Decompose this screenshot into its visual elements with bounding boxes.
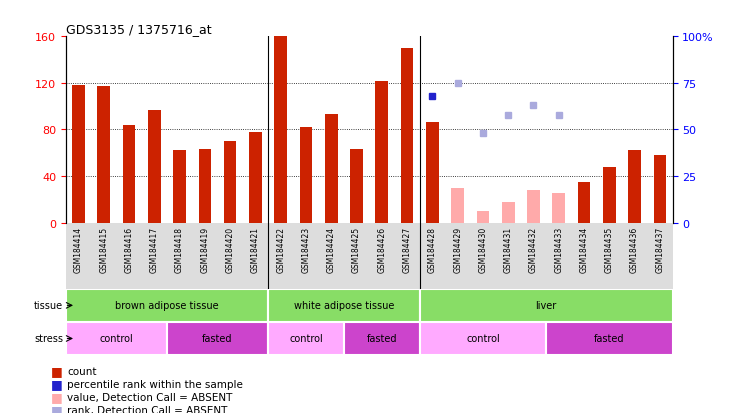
Text: fasted: fasted — [202, 334, 232, 344]
Bar — [224, 142, 236, 223]
Text: GSM184427: GSM184427 — [403, 226, 412, 272]
Bar — [274, 37, 287, 223]
Text: GSM184419: GSM184419 — [200, 226, 209, 272]
Text: GSM184426: GSM184426 — [377, 226, 386, 272]
Bar — [344, 322, 420, 355]
Bar — [173, 151, 186, 223]
Text: GSM184436: GSM184436 — [630, 226, 639, 273]
Bar — [603, 167, 616, 223]
Bar — [325, 115, 338, 223]
Bar — [420, 322, 546, 355]
Bar — [401, 49, 414, 223]
Text: GSM184434: GSM184434 — [580, 226, 588, 273]
Text: GDS3135 / 1375716_at: GDS3135 / 1375716_at — [66, 23, 211, 36]
Text: GSM184430: GSM184430 — [478, 226, 488, 273]
Bar — [553, 194, 565, 223]
Text: GSM184435: GSM184435 — [605, 226, 614, 273]
Text: control: control — [466, 334, 500, 344]
Text: GSM184420: GSM184420 — [226, 226, 235, 272]
Bar — [148, 110, 161, 223]
Bar — [654, 156, 666, 223]
Bar — [420, 289, 673, 322]
Bar — [268, 322, 344, 355]
Text: percentile rank within the sample: percentile rank within the sample — [67, 379, 243, 389]
Text: ■: ■ — [51, 403, 63, 413]
Text: ■: ■ — [51, 377, 63, 391]
Text: GSM184425: GSM184425 — [352, 226, 361, 272]
Bar — [451, 188, 464, 223]
Text: liver: liver — [536, 301, 557, 311]
Bar — [350, 150, 363, 223]
Bar — [426, 123, 439, 223]
Bar — [66, 289, 268, 322]
Text: GSM184422: GSM184422 — [276, 226, 285, 272]
Bar — [268, 289, 420, 322]
Text: GSM184416: GSM184416 — [124, 226, 134, 272]
Text: brown adipose tissue: brown adipose tissue — [115, 301, 219, 311]
Bar — [300, 128, 312, 223]
Bar — [66, 322, 167, 355]
Bar — [502, 202, 515, 223]
Text: stress: stress — [34, 334, 64, 344]
Bar — [376, 81, 388, 223]
Text: count: count — [67, 366, 96, 376]
Bar — [167, 322, 268, 355]
Text: GSM184433: GSM184433 — [554, 226, 564, 273]
Text: GSM184421: GSM184421 — [251, 226, 260, 272]
Bar — [249, 133, 262, 223]
Bar — [477, 211, 489, 223]
Bar — [72, 86, 85, 223]
Bar — [546, 322, 673, 355]
Bar — [577, 183, 591, 223]
Text: GSM184437: GSM184437 — [656, 226, 664, 273]
Text: rank, Detection Call = ABSENT: rank, Detection Call = ABSENT — [67, 405, 227, 413]
Bar — [527, 190, 539, 223]
Text: GSM184418: GSM184418 — [175, 226, 184, 272]
Text: GSM184431: GSM184431 — [504, 226, 512, 272]
Text: GSM184429: GSM184429 — [453, 226, 462, 272]
Bar — [199, 150, 211, 223]
Text: ■: ■ — [51, 365, 63, 377]
Text: GSM184417: GSM184417 — [150, 226, 159, 272]
Text: control: control — [99, 334, 133, 344]
Text: GSM184414: GSM184414 — [74, 226, 83, 272]
Text: fasted: fasted — [366, 334, 397, 344]
Text: GSM184428: GSM184428 — [428, 226, 437, 272]
Text: GSM184423: GSM184423 — [301, 226, 311, 272]
Text: GSM184415: GSM184415 — [99, 226, 108, 272]
Bar — [97, 87, 110, 223]
Text: tissue: tissue — [34, 301, 64, 311]
Bar — [123, 126, 135, 223]
Text: fasted: fasted — [594, 334, 624, 344]
Text: ■: ■ — [51, 390, 63, 404]
Bar — [628, 151, 641, 223]
Text: control: control — [289, 334, 323, 344]
Text: value, Detection Call = ABSENT: value, Detection Call = ABSENT — [67, 392, 232, 402]
Text: white adipose tissue: white adipose tissue — [294, 301, 394, 311]
Text: GSM184432: GSM184432 — [529, 226, 538, 272]
Text: GSM184424: GSM184424 — [327, 226, 336, 272]
